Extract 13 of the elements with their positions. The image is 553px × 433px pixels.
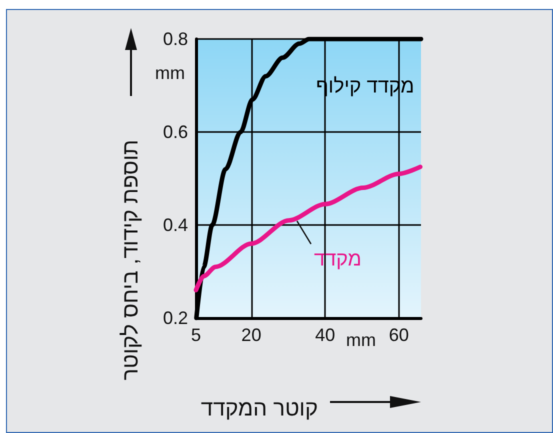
y-tick-label: 0.8: [162, 29, 188, 49]
y-tick-label: 0.4: [162, 215, 188, 235]
y-tick-label: 0.6: [162, 122, 188, 142]
line-series: [194, 164, 423, 292]
text: mm: [155, 63, 185, 83]
x-tick-label: 60: [388, 325, 409, 345]
x-axis-title: קוטר המקדד: [200, 396, 318, 420]
text: mm: [346, 330, 376, 350]
x-tick-label: 20: [241, 325, 262, 345]
x-tick-label: 40: [315, 325, 336, 345]
x-tick-label: 5: [190, 325, 202, 345]
y-axis-title: תוספת קידוד, ביחס לקוטר: [118, 140, 142, 380]
y-tick-label: 0.2: [162, 308, 188, 328]
